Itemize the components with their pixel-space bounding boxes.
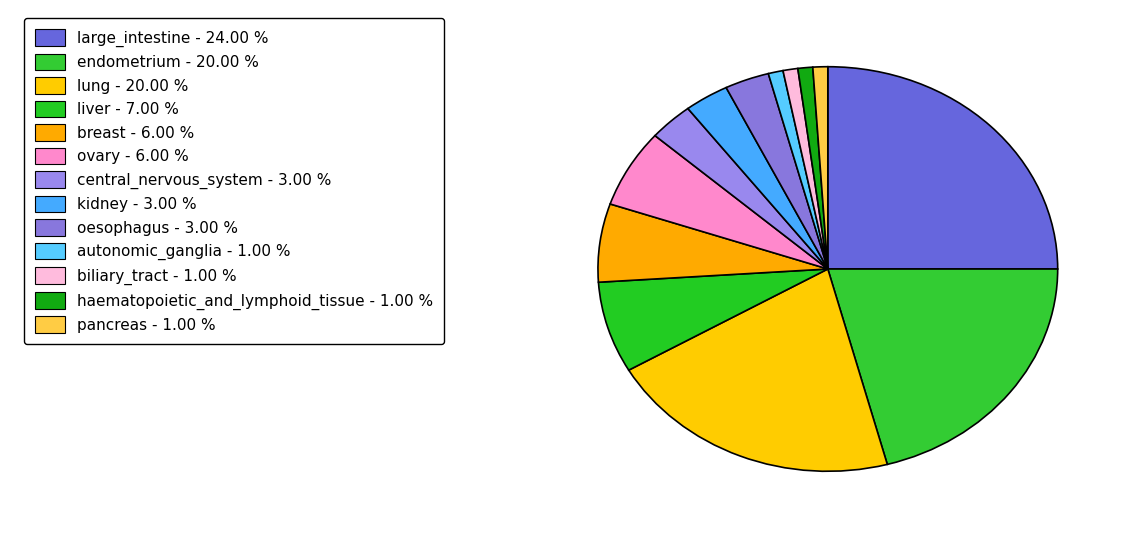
Wedge shape [828, 67, 1058, 269]
Wedge shape [655, 109, 828, 269]
Legend: large_intestine - 24.00 %, endometrium - 20.00 %, lung - 20.00 %, liver - 7.00 %: large_intestine - 24.00 %, endometrium -… [24, 18, 445, 344]
Wedge shape [610, 136, 828, 269]
Wedge shape [798, 67, 828, 269]
Wedge shape [828, 269, 1058, 464]
Wedge shape [769, 70, 828, 269]
Wedge shape [726, 74, 828, 269]
Wedge shape [599, 269, 828, 370]
Wedge shape [782, 68, 828, 269]
Wedge shape [628, 269, 887, 471]
Wedge shape [598, 204, 828, 282]
Wedge shape [688, 88, 828, 269]
Wedge shape [813, 67, 828, 269]
